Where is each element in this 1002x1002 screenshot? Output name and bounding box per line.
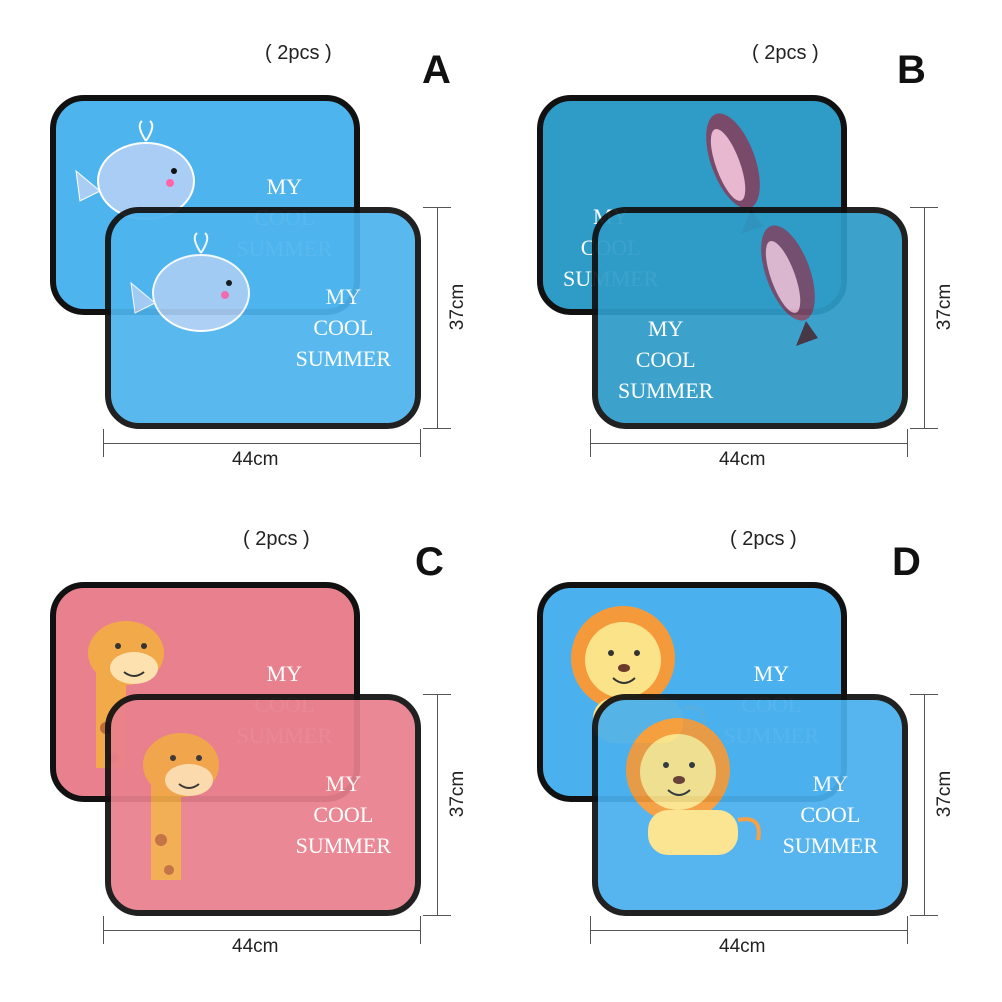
- width-label: 44cm: [232, 936, 279, 957]
- slogan-line: SUMMER: [618, 378, 714, 403]
- slogan-line: SUMMER: [782, 833, 878, 858]
- width-dimension-line: [103, 916, 421, 944]
- sunshade-front: MY COOL SUMMER: [592, 694, 908, 916]
- slogan: MY COOL SUMMER: [296, 768, 391, 861]
- slogan: MY COOL SUMMER: [618, 313, 713, 406]
- slogan: MY COOL SUMMER: [783, 768, 878, 861]
- quantity-label: ( 2pcs ): [243, 528, 310, 550]
- variant-d: ( 2pcs ) D MY COOL SUMMER MY COOL SUMMER…: [487, 487, 988, 988]
- slogan-line: COOL: [313, 802, 374, 827]
- slogan-line: COOL: [313, 315, 374, 340]
- height-dimension-line: [423, 207, 451, 429]
- height-label: 37cm: [934, 770, 955, 818]
- variant-a: ( 2pcs ) A MY COOL SUMMER MY COOL SUMMER…: [0, 0, 501, 501]
- variant-letter: D: [892, 540, 921, 584]
- height-dimension-line: [423, 694, 451, 916]
- width-label: 44cm: [719, 449, 766, 470]
- whale-icon: [121, 223, 261, 348]
- slogan-line: SUMMER: [295, 346, 391, 371]
- width-dimension-line: [590, 916, 908, 944]
- variant-letter: A: [422, 48, 451, 92]
- width-dimension-line: [590, 429, 908, 457]
- variant-b: ( 2pcs ) B MY COOL SUMMER MY COOL SUMMER…: [487, 0, 988, 501]
- slogan-line: COOL: [635, 347, 696, 372]
- variant-letter: B: [897, 48, 926, 92]
- height-label: 37cm: [934, 283, 955, 331]
- width-dimension-line: [103, 429, 421, 457]
- height-label: 37cm: [447, 770, 468, 818]
- height-dimension-line: [910, 694, 938, 916]
- quantity-label: ( 2pcs ): [730, 528, 797, 550]
- height-dimension-line: [910, 207, 938, 429]
- variant-c: ( 2pcs ) C MY COOL SUMMER MY COOL SUMMER…: [0, 487, 501, 988]
- width-label: 44cm: [232, 449, 279, 470]
- slogan-line: MY: [753, 661, 790, 686]
- slogan-line: MY: [266, 661, 303, 686]
- sunshade-front: MY COOL SUMMER: [105, 694, 421, 916]
- variant-letter: C: [415, 540, 444, 584]
- orca-icon: [738, 213, 838, 368]
- giraffe-icon: [121, 710, 241, 910]
- lion-icon: [608, 710, 778, 875]
- slogan-line: SUMMER: [295, 833, 391, 858]
- quantity-label: ( 2pcs ): [752, 42, 819, 64]
- slogan-line: COOL: [800, 802, 861, 827]
- slogan-line: MY: [325, 284, 362, 309]
- quantity-label: ( 2pcs ): [265, 42, 332, 64]
- slogan-line: MY: [266, 174, 303, 199]
- sunshade-front: MY COOL SUMMER: [105, 207, 421, 429]
- sunshade-front: MY COOL SUMMER: [592, 207, 908, 429]
- slogan: MY COOL SUMMER: [296, 281, 391, 374]
- slogan-line: MY: [647, 316, 684, 341]
- slogan-line: MY: [812, 771, 849, 796]
- slogan-line: MY: [325, 771, 362, 796]
- width-label: 44cm: [719, 936, 766, 957]
- height-label: 37cm: [447, 283, 468, 331]
